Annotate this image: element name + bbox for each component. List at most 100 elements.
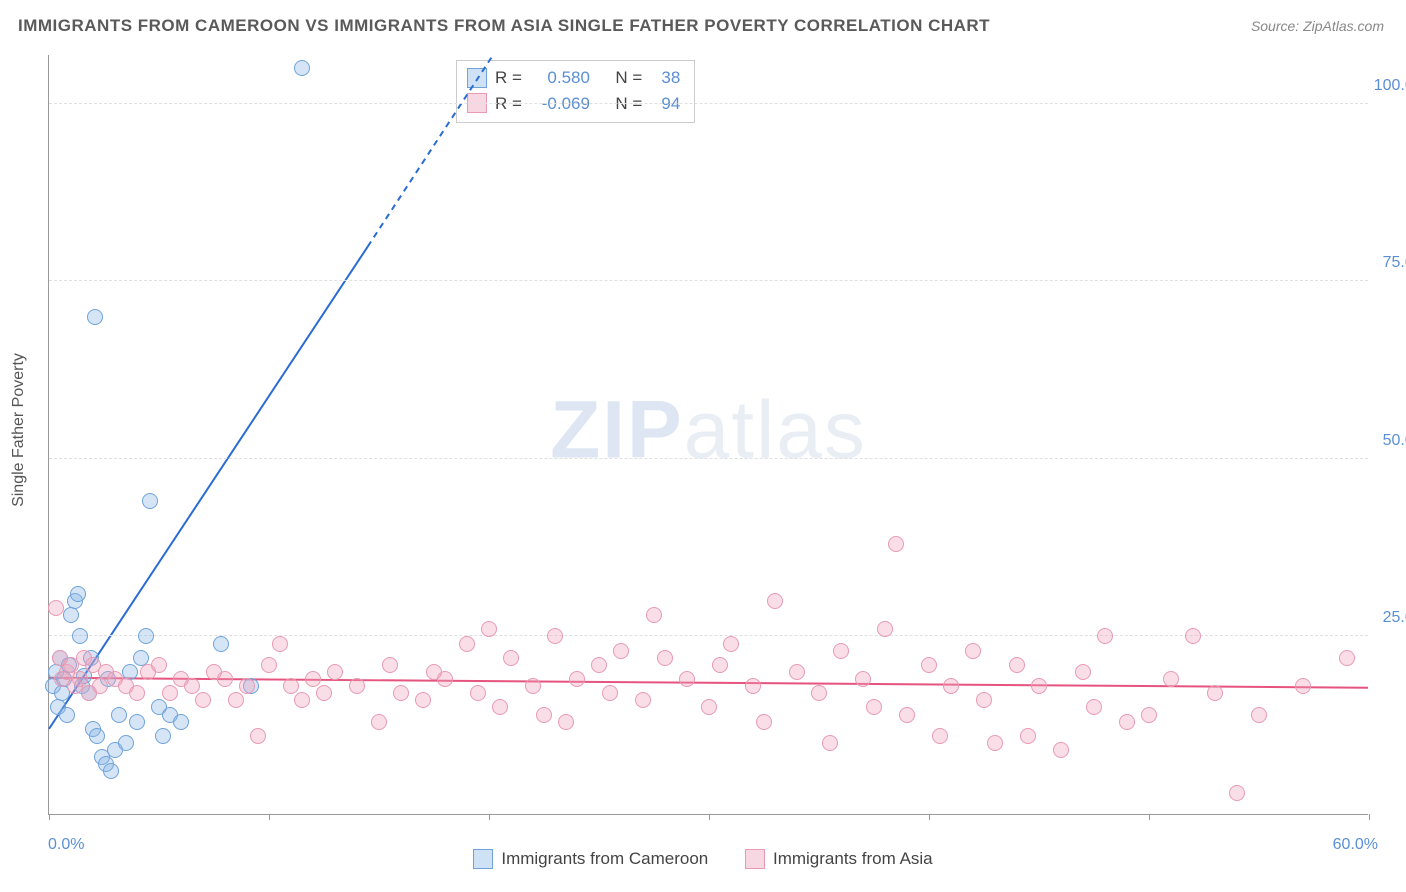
data-point-asia bbox=[525, 678, 541, 694]
x-tick bbox=[269, 814, 270, 820]
data-point-asia bbox=[184, 678, 200, 694]
data-point-asia bbox=[701, 699, 717, 715]
data-point-asia bbox=[987, 735, 1003, 751]
data-point-cameroon bbox=[155, 728, 171, 744]
gridline bbox=[49, 458, 1368, 459]
data-point-asia bbox=[965, 643, 981, 659]
data-point-asia bbox=[558, 714, 574, 730]
data-point-asia bbox=[393, 685, 409, 701]
stats-row-cameroon: R = 0.580 N = 38 bbox=[467, 65, 680, 91]
source-label: Source: ZipAtlas.com bbox=[1251, 18, 1384, 34]
watermark-bold: ZIP bbox=[550, 384, 684, 475]
data-point-cameroon bbox=[72, 628, 88, 644]
data-point-asia bbox=[1086, 699, 1102, 715]
legend-bottom: Immigrants from Cameroon Immigrants from… bbox=[0, 849, 1406, 874]
watermark-rest: atlas bbox=[684, 384, 867, 475]
data-point-asia bbox=[217, 671, 233, 687]
data-point-asia bbox=[547, 628, 563, 644]
data-point-cameroon bbox=[173, 714, 189, 730]
data-point-asia bbox=[1075, 664, 1091, 680]
data-point-asia bbox=[492, 699, 508, 715]
data-point-asia bbox=[481, 621, 497, 637]
x-tick-label-min: 0.0% bbox=[48, 836, 84, 854]
y-tick-label: 75.0% bbox=[1373, 254, 1406, 272]
x-tick bbox=[1369, 814, 1370, 820]
data-point-asia bbox=[591, 657, 607, 673]
data-point-asia bbox=[327, 664, 343, 680]
data-point-asia bbox=[437, 671, 453, 687]
data-point-asia bbox=[569, 671, 585, 687]
data-point-asia bbox=[789, 664, 805, 680]
data-point-asia bbox=[228, 692, 244, 708]
data-point-asia bbox=[151, 657, 167, 673]
data-point-asia bbox=[536, 707, 552, 723]
data-point-asia bbox=[371, 714, 387, 730]
data-point-asia bbox=[745, 678, 761, 694]
data-point-asia bbox=[1185, 628, 1201, 644]
data-point-asia bbox=[888, 536, 904, 552]
legend-item-asia: Immigrants from Asia bbox=[745, 849, 933, 869]
data-point-asia bbox=[459, 636, 475, 652]
y-tick-label: 100.0% bbox=[1373, 77, 1406, 95]
data-point-asia bbox=[1009, 657, 1025, 673]
data-point-asia bbox=[1163, 671, 1179, 687]
data-point-asia bbox=[1229, 785, 1245, 801]
chart-container: IMMIGRANTS FROM CAMEROON VS IMMIGRANTS F… bbox=[0, 0, 1406, 892]
x-tick bbox=[49, 814, 50, 820]
data-point-asia bbox=[283, 678, 299, 694]
data-point-asia bbox=[162, 685, 178, 701]
data-point-asia bbox=[712, 657, 728, 673]
data-point-asia bbox=[1053, 742, 1069, 758]
n-value-cameroon: 38 bbox=[650, 65, 680, 91]
plot-area: ZIPatlas R = 0.580 N = 38 R = -0.069 N =… bbox=[48, 55, 1368, 815]
data-point-asia bbox=[1031, 678, 1047, 694]
data-point-asia bbox=[756, 714, 772, 730]
data-point-asia bbox=[239, 678, 255, 694]
data-point-asia bbox=[943, 678, 959, 694]
data-point-asia bbox=[316, 685, 332, 701]
r-label: R = bbox=[495, 65, 522, 91]
data-point-asia bbox=[470, 685, 486, 701]
data-point-asia bbox=[679, 671, 695, 687]
y-tick-label: 50.0% bbox=[1373, 432, 1406, 450]
legend-label-asia: Immigrants from Asia bbox=[773, 849, 933, 869]
gridline bbox=[49, 635, 1368, 636]
data-point-asia bbox=[932, 728, 948, 744]
data-point-cameroon bbox=[129, 714, 145, 730]
data-point-asia bbox=[92, 678, 108, 694]
data-point-asia bbox=[415, 692, 431, 708]
gridline bbox=[49, 103, 1368, 104]
data-point-asia bbox=[48, 600, 64, 616]
data-point-asia bbox=[921, 657, 937, 673]
x-tick-label-max: 60.0% bbox=[1333, 836, 1378, 854]
legend-item-cameroon: Immigrants from Cameroon bbox=[473, 849, 708, 869]
legend-label-cameroon: Immigrants from Cameroon bbox=[501, 849, 708, 869]
data-point-asia bbox=[1251, 707, 1267, 723]
data-point-asia bbox=[723, 636, 739, 652]
data-point-asia bbox=[195, 692, 211, 708]
data-point-asia bbox=[129, 685, 145, 701]
data-point-asia bbox=[250, 728, 266, 744]
r-value-cameroon: 0.580 bbox=[530, 65, 590, 91]
data-point-asia bbox=[1339, 650, 1355, 666]
watermark: ZIPatlas bbox=[550, 383, 867, 477]
data-point-cameroon bbox=[138, 628, 154, 644]
data-point-cameroon bbox=[87, 309, 103, 325]
data-point-asia bbox=[635, 692, 651, 708]
stats-legend-box: R = 0.580 N = 38 R = -0.069 N = 94 bbox=[456, 60, 695, 123]
chart-title: IMMIGRANTS FROM CAMEROON VS IMMIGRANTS F… bbox=[18, 16, 990, 36]
legend-swatch-cameroon bbox=[473, 849, 493, 869]
data-point-asia bbox=[811, 685, 827, 701]
data-point-cameroon bbox=[294, 60, 310, 76]
data-point-asia bbox=[305, 671, 321, 687]
data-point-cameroon bbox=[111, 707, 127, 723]
data-point-asia bbox=[382, 657, 398, 673]
x-tick bbox=[1149, 814, 1150, 820]
y-axis-label: Single Father Poverty bbox=[10, 353, 28, 507]
x-tick bbox=[709, 814, 710, 820]
data-point-asia bbox=[1020, 728, 1036, 744]
data-point-cameroon bbox=[89, 728, 105, 744]
gridline bbox=[49, 280, 1368, 281]
data-point-asia bbox=[349, 678, 365, 694]
data-point-cameroon bbox=[142, 493, 158, 509]
